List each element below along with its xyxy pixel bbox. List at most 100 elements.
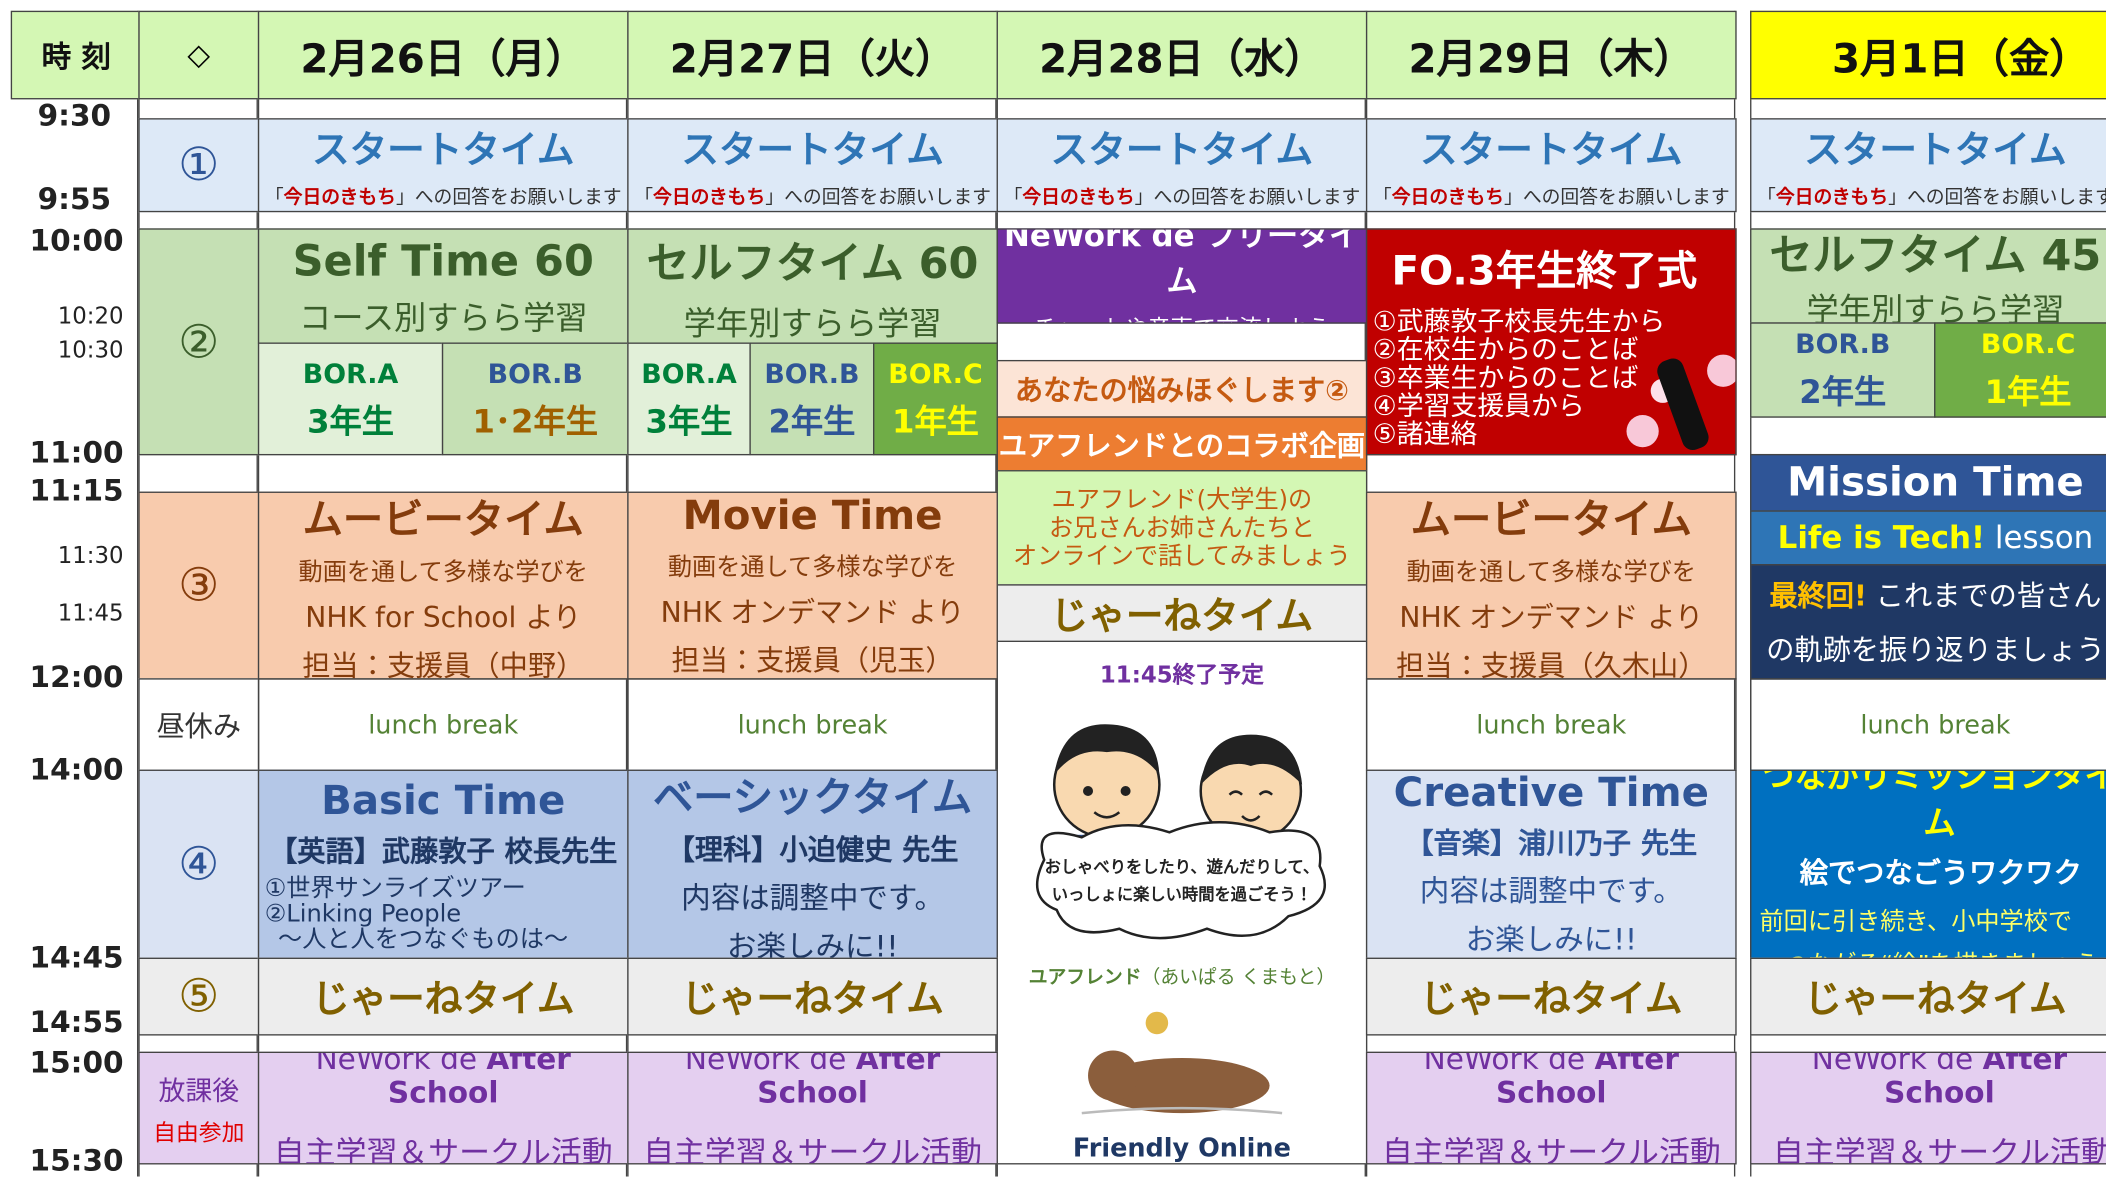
label: 2年生 [1799,373,1887,411]
element: 「今日のきもち」への回答をお願いします [1373,183,1730,210]
element: NeWork de After School [259,1051,627,1111]
cell: NeWork de After School 自主学習＆サークル活動 [1365,1051,1737,1165]
label: 担当：支援員（児玉） [671,644,954,677]
label: NHK オンデマンド より [660,595,965,628]
cell: BOR.C 1年生 [873,342,998,456]
header-cell: 3月1日（金） [1750,10,2106,100]
label: BOR.B [487,356,583,389]
illustration-panel: 11:45終了予定 おしゃべりをしたり、遊んだりして、 いっしょに楽しい時間を過… [996,640,1368,1165]
label: あなたの悩みほぐします② [1014,374,1350,407]
element [1081,1106,1283,1115]
label: おしゃべりをしたり、遊んだりして、 [1045,857,1320,876]
element: NeWork de After School [629,1051,997,1111]
label: 3年生 [645,402,733,440]
label: 今日のきもち [1022,186,1135,209]
label: ⑤諸連絡 [1372,417,1478,450]
label: ②Linking People [264,899,462,928]
label: After School [1495,1051,1679,1111]
cell: ユアフレンド(大学生)の お兄さんお姉さんたちと オンラインで話してみましょう [996,470,1368,586]
header-cell: 時 刻 [10,10,140,100]
label: NHK for School より [305,601,582,634]
label: 14:00 [29,754,124,788]
label: 昼休み [156,709,242,743]
label: lunch break [737,709,888,740]
label: スタートタイム [1050,127,1314,172]
label: いっしょに楽しい時間を過ごそう！ [1052,885,1312,904]
label: 1年生 [1984,373,2072,411]
element: 「今日のきもち」への回答をお願いします [265,183,622,210]
label: 学年別すらら学習 [683,304,942,342]
label: 今日のきもち [1391,186,1505,209]
element [1657,358,1709,451]
label: 15:00 [29,1046,124,1081]
label: 動画を通して多様な学びを [1406,558,1696,587]
period-cell: ⑤ [138,957,260,1036]
label: 【音楽】浦川乃子 先生 [1405,827,1698,860]
label: 動画を通して多様な学びを [298,558,588,587]
cell: NeWork de フリータイムチャットや音声で交流しよう [996,228,1368,324]
label: 「 [264,186,284,209]
label: ◇ [187,38,211,72]
header-cell: 2月27日（火） [627,10,998,100]
label: じゃーねタイム [1050,592,1314,638]
label: 「 [634,186,654,209]
cell: Life is Tech! lesson [1750,510,2106,566]
element [1145,1011,1169,1034]
label: 動画を通して多様な学びを [667,552,958,581]
label: After School [387,1051,571,1111]
element: ユアフレンド（あいぱる くまもと） [1029,963,1335,990]
label: 10:00 [29,224,124,259]
label: の軌跡を振り返りましょう [1766,633,2105,667]
cell: スタートタイム 「今日のきもち」への回答をお願いします [627,118,998,213]
label: 今日のきもち [283,186,396,209]
period-cell: ④ [138,769,260,959]
cell: ムービータイム 動画を通して多様な学びを NHK for School より 担当：支… [257,491,629,680]
label: BOR.A [641,356,737,389]
label: ムービータイム [302,496,584,544]
element [1200,734,1303,785]
label: NeWork de [1811,1051,1983,1078]
label: ①武藤敦子校長先生から [1372,304,1666,338]
cell: Self Time 60 コース別すらら学習 [257,228,629,344]
label: ③ [178,558,220,613]
element [1707,354,1736,387]
label: 前回に引き続き、小中学校で [1759,907,2073,936]
label: 自由参加 [153,1120,245,1148]
label: Self Time 60 [292,234,594,286]
label: ① [178,138,220,193]
label: lunch break [1476,709,1627,740]
label: NHK オンデマンド より [1399,601,1704,634]
label: 11:45 [57,600,124,628]
label: Movie Time [682,492,943,540]
label: 「 [1372,186,1392,209]
label: 9:55 [37,183,112,217]
header-cell: ◇ [138,10,260,100]
label: FO.3年生終了式 [1391,248,1698,296]
label: 11:30 [57,542,124,570]
cell: じゃーねタイム [1750,957,2106,1036]
header-cell: 2月29日（木） [1365,10,1737,100]
element [1094,1057,1270,1113]
label: 2月27日（火） [669,36,956,84]
element [1088,1050,1139,1101]
cell: ユアフレンドとのコラボ企画 [996,416,1368,472]
element [1241,815,1261,822]
label: 11:45終了予定 [1099,662,1264,690]
label: ④学習支援員から [1372,389,1585,422]
label: スタートタイム [681,127,944,172]
label: NeWork de [684,1051,856,1078]
label: ④ [178,837,220,892]
label: 10:30 [57,337,124,364]
label: ⑤ [178,969,220,1024]
element [1093,811,1121,819]
cell: 最終回! これまでの皆さん の軌跡を振り返りましょう [1750,564,2106,680]
label: 10:20 [57,303,124,331]
label: 自主学習＆サークル活動 [643,1136,983,1165]
element: 「今日のきもち」への回答をお願いします [1004,183,1361,210]
label: 今日のきもち [653,186,766,209]
element [1228,790,1273,796]
label: 自主学習＆サークル活動 [1772,1136,2106,1165]
label: ～人と人をつなぐものは～ [278,924,569,953]
